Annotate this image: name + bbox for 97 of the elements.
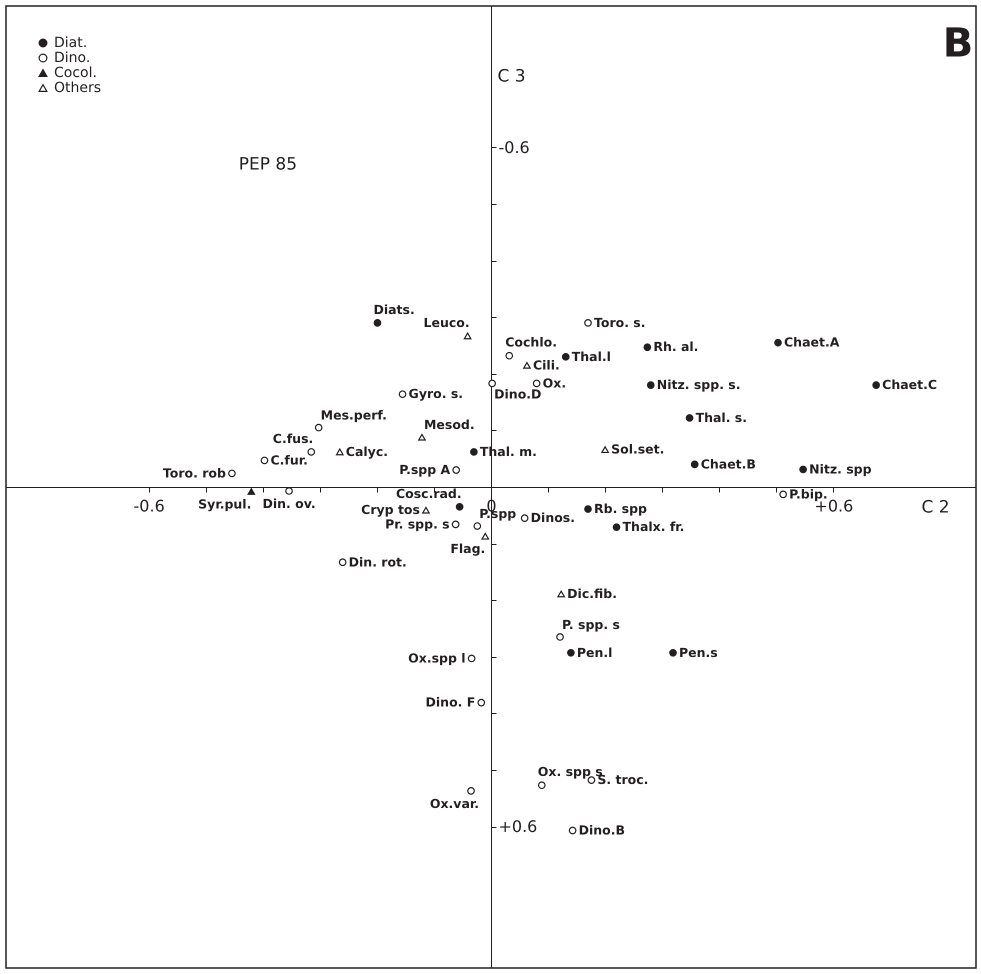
data-label: Dino.B	[578, 822, 626, 838]
data-label: P. spp. s	[562, 616, 620, 632]
point	[562, 353, 570, 361]
legend-label: Dino.	[54, 50, 90, 66]
data-label: P.spp A	[399, 462, 451, 478]
point	[374, 319, 382, 327]
data-label: Rb. spp	[594, 501, 648, 516]
y-axis-title: C 3	[498, 66, 526, 86]
data-label: Cosc.rad.	[396, 486, 462, 501]
point	[646, 381, 655, 389]
data-label: Dinos.	[530, 510, 576, 526]
data-label: Cili.	[532, 357, 560, 372]
data-label: Toro. rob	[162, 465, 226, 480]
data-label: Chaet.C	[882, 377, 938, 392]
data-label: Thal. s.	[696, 410, 747, 425]
point	[779, 490, 787, 498]
data-label: Gyro. s.	[408, 386, 464, 402]
point	[285, 487, 293, 495]
data-label: Ox.spp l	[408, 650, 466, 666]
annotation: B	[942, 20, 974, 66]
data-label: Mes.perf.	[320, 408, 387, 423]
point	[456, 502, 464, 511]
point	[248, 488, 256, 495]
legend-label: Others	[54, 80, 102, 96]
legend-label: Diat.	[54, 35, 88, 51]
data-label: Nitz. spp. s.	[656, 377, 740, 392]
point	[470, 448, 478, 456]
point	[532, 380, 540, 388]
data-label: Ox.	[542, 375, 566, 390]
data-label: C.fus.	[272, 430, 314, 446]
point	[260, 456, 268, 464]
point	[505, 352, 514, 360]
data-label: Mesod.	[424, 417, 475, 432]
data-label: Cochlo.	[505, 334, 557, 350]
data-label: Flag.	[450, 541, 486, 556]
data-label: Sol.set.	[611, 442, 664, 457]
point	[338, 558, 346, 566]
point	[690, 460, 699, 468]
point	[799, 466, 807, 474]
point	[557, 590, 566, 598]
point	[538, 781, 546, 790]
data-label: Cryp tos	[361, 502, 420, 518]
point	[314, 424, 323, 432]
data-label: Dino. F	[426, 694, 476, 710]
data-label: Chaet.A	[784, 334, 840, 350]
point	[473, 522, 482, 530]
data-label: Dino.D	[494, 386, 542, 402]
point	[601, 446, 609, 454]
point	[468, 654, 476, 662]
data-label: Calyc.	[346, 444, 388, 459]
point	[556, 633, 564, 641]
data-label: Nitz. spp	[809, 461, 872, 476]
point	[467, 787, 475, 795]
data-label: Thal.l	[572, 348, 611, 364]
point	[523, 362, 531, 369]
point	[686, 414, 694, 422]
point	[584, 505, 592, 513]
data-label: Chaet.B	[700, 456, 756, 472]
legend-label: Cocol.	[54, 65, 97, 81]
x-axis-title: C 2	[922, 498, 950, 518]
point	[418, 434, 426, 441]
point	[612, 523, 620, 532]
annotation: PEP 85	[238, 154, 298, 175]
data-label: Dic.fib.	[567, 586, 617, 601]
point	[872, 381, 880, 389]
data-label: Pen.l	[576, 644, 612, 660]
data-label: Din. rot.	[348, 554, 407, 570]
point	[568, 826, 576, 834]
data-label: Din. ov.	[262, 496, 316, 511]
point	[422, 506, 430, 514]
data-label: Pr. spp. s	[385, 516, 450, 532]
point	[307, 448, 316, 456]
point	[477, 698, 486, 706]
point	[488, 380, 496, 388]
point	[669, 648, 677, 657]
point	[584, 319, 592, 327]
data-label: Syr.pul.	[198, 496, 252, 512]
data-label: Toro. s.	[594, 314, 646, 330]
data-label: Ox.var.	[430, 796, 480, 811]
point	[481, 532, 490, 540]
point	[520, 514, 529, 522]
x-tick-label: -0.6	[134, 496, 165, 516]
data-label: C.fur.	[270, 452, 308, 468]
data-label: Diats.	[373, 302, 415, 317]
point	[336, 448, 344, 456]
point	[398, 390, 406, 398]
point	[567, 648, 575, 657]
data-label: Pen.s	[679, 644, 718, 660]
point	[452, 520, 460, 528]
point	[452, 466, 460, 474]
data-label: Leuco.	[424, 314, 470, 330]
data-label: Thalx. fr.	[622, 519, 684, 534]
point	[644, 343, 652, 352]
data-label: Rh. al.	[653, 339, 698, 354]
point	[774, 338, 782, 347]
point	[464, 332, 472, 340]
point	[228, 470, 236, 478]
